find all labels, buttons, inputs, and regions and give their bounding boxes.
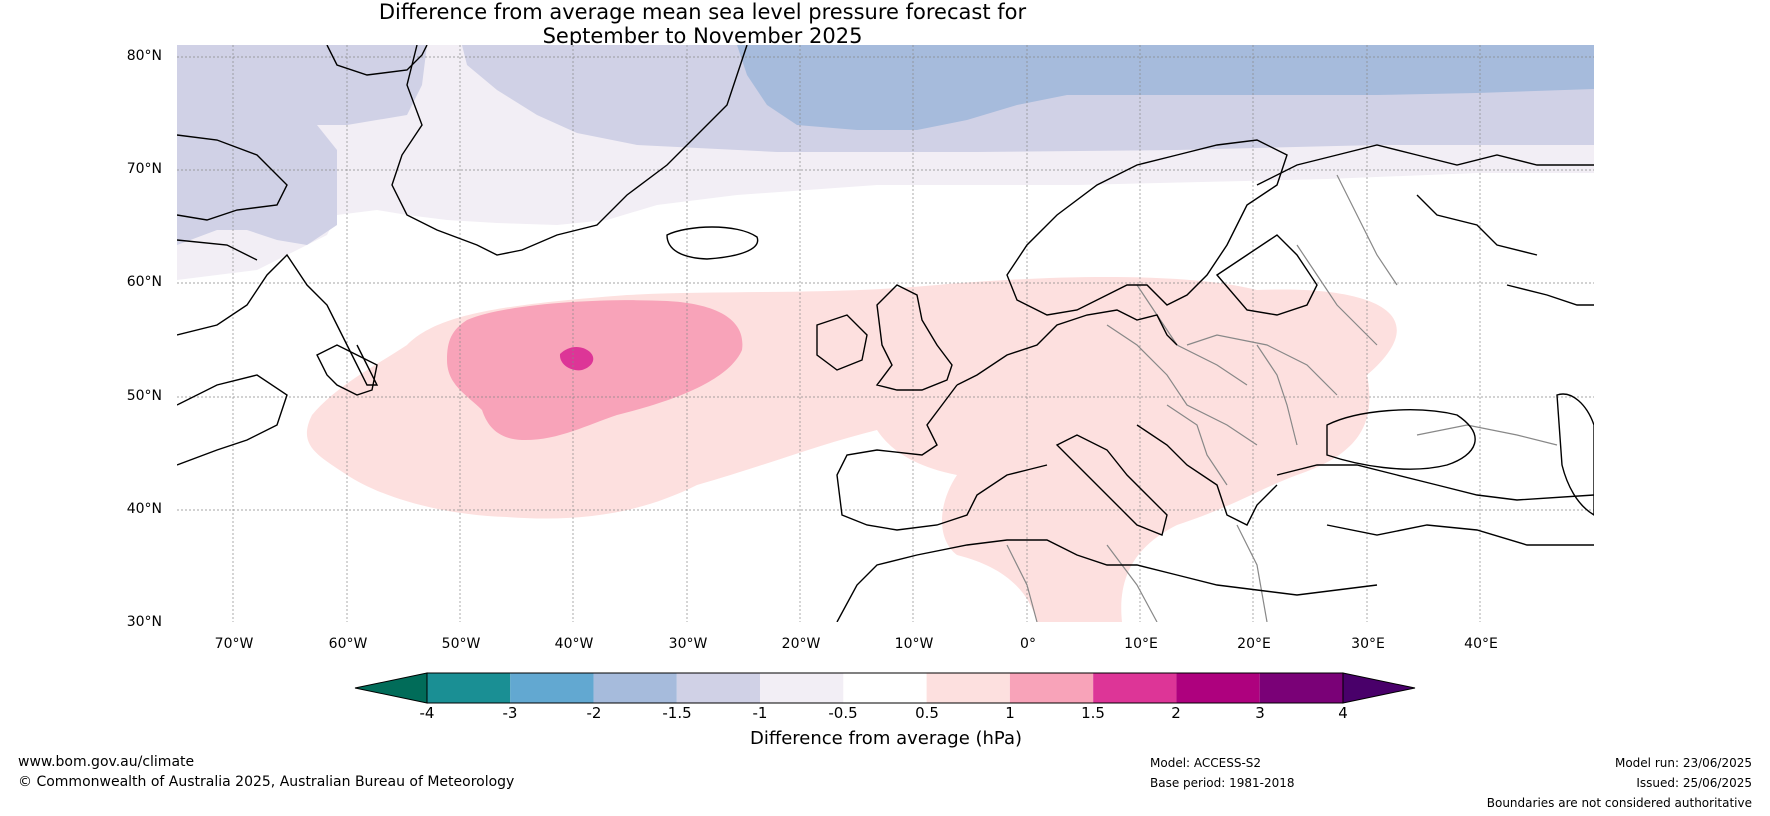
chart-title: Difference from average mean sea level p… [0,0,1405,48]
lon-label-10e: 10°E [1124,636,1158,652]
model-run-text: Model run: 23/06/2025 [1614,756,1752,770]
colorbar-segment [760,673,844,703]
colorbar-segment [1259,673,1343,703]
coast-europe-west [956,309,1178,386]
website-link[interactable]: www.bom.gov.au/climate [18,754,195,770]
anomaly-region-atlantic-peak [559,346,594,371]
colorbar-segment [510,673,594,703]
colorbar-segment [843,673,927,703]
coast-finland [1215,234,1318,316]
lon-label-60w: 60°W [328,636,368,652]
title-line-1: Difference from average mean sea level p… [378,0,1027,24]
base-period-text: Base period: 1981-2018 [1150,776,1295,790]
colorbar-tick: -3 [502,704,518,722]
model-text: Model: ACCESS-S2 [1150,756,1262,770]
colorbar-segment [1176,673,1260,703]
coast-north-africa [836,539,1378,622]
map-graticule [177,45,1594,622]
colorbar-segment [1009,673,1094,703]
coast-france-spain [836,384,1048,531]
colorbar-segment [593,673,677,703]
lon-label-40w: 40°W [554,636,594,652]
colorbar-extend-high [1342,672,1416,704]
coast-newfoundland [316,344,378,396]
colorbar-extend-low [354,672,428,704]
colorbar-segment [926,673,1010,703]
coast-black-sea [1326,409,1476,470]
colorbar-tick: 1.5 [1081,704,1105,722]
colorbar-tick: -2 [586,704,602,722]
lon-label-0: 0° [1020,636,1036,652]
coast-labrador [177,253,379,386]
coast-iceland [666,226,759,260]
lon-label-20e: 20°E [1237,636,1271,652]
coast-balkans [1136,424,1278,526]
colorbar-tick: 4 [1338,704,1348,722]
lon-label-30e: 30°E [1351,636,1385,652]
lat-label-30n: 30°N [126,614,162,630]
coast-scandinavia [1006,139,1288,316]
colorbar-label: Difference from average (hPa) [749,728,1023,749]
colorbar-tick: 0.5 [915,704,939,722]
lat-label-80n: 80°N [126,48,162,64]
colorbar-segments [426,672,1344,704]
lon-label-20w: 20°W [781,636,821,652]
lon-label-30w: 30°W [668,636,708,652]
colorbar-tick: -1.5 [662,704,692,722]
coast-greenland [391,45,748,256]
anomaly-region-greenland-sea [737,45,1594,130]
coast-caspian [1556,393,1594,516]
coast-italy [1055,434,1168,536]
coast-canada-north [177,134,288,221]
colorbar-tick: -4 [419,704,435,722]
coastlines [177,45,1594,622]
lon-label-50w: 50°W [441,636,481,652]
colorbar [354,672,1416,704]
lat-label-70n: 70°N [126,161,162,177]
colorbar-tick: 1 [1005,704,1015,722]
colorbar-tick: -1 [752,704,768,722]
anomaly-region-atlantic-core [447,300,743,441]
colorbar-segment [1093,673,1177,703]
colorbar-tick: 3 [1255,704,1265,722]
title-line-2: September to November 2025 [542,24,863,48]
colorbar-tick: 2 [1171,704,1181,722]
colorbar-tick: -0.5 [828,704,858,722]
lat-label-40n: 40°N [126,501,162,517]
coast-turkey [1276,464,1594,501]
map-svg [177,45,1594,622]
colorbar-segment [676,673,761,703]
lat-label-50n: 50°N [126,388,162,404]
lat-label-60n: 60°N [126,274,162,290]
lon-label-40e: 40°E [1464,636,1498,652]
colorbar-segment [427,673,511,703]
copyright-text: © Commonwealth of Australia 2025, Austra… [18,774,515,790]
issued-text: Issued: 25/06/2025 [1636,776,1752,790]
disclaimer-text: Boundaries are not considered authoritat… [1486,796,1752,810]
lon-label-10w: 10°W [894,636,934,652]
lon-label-70w: 70°W [214,636,254,652]
coast-great-britain [875,284,953,391]
map-panel[interactable] [177,45,1594,622]
coast-ireland [816,314,868,371]
